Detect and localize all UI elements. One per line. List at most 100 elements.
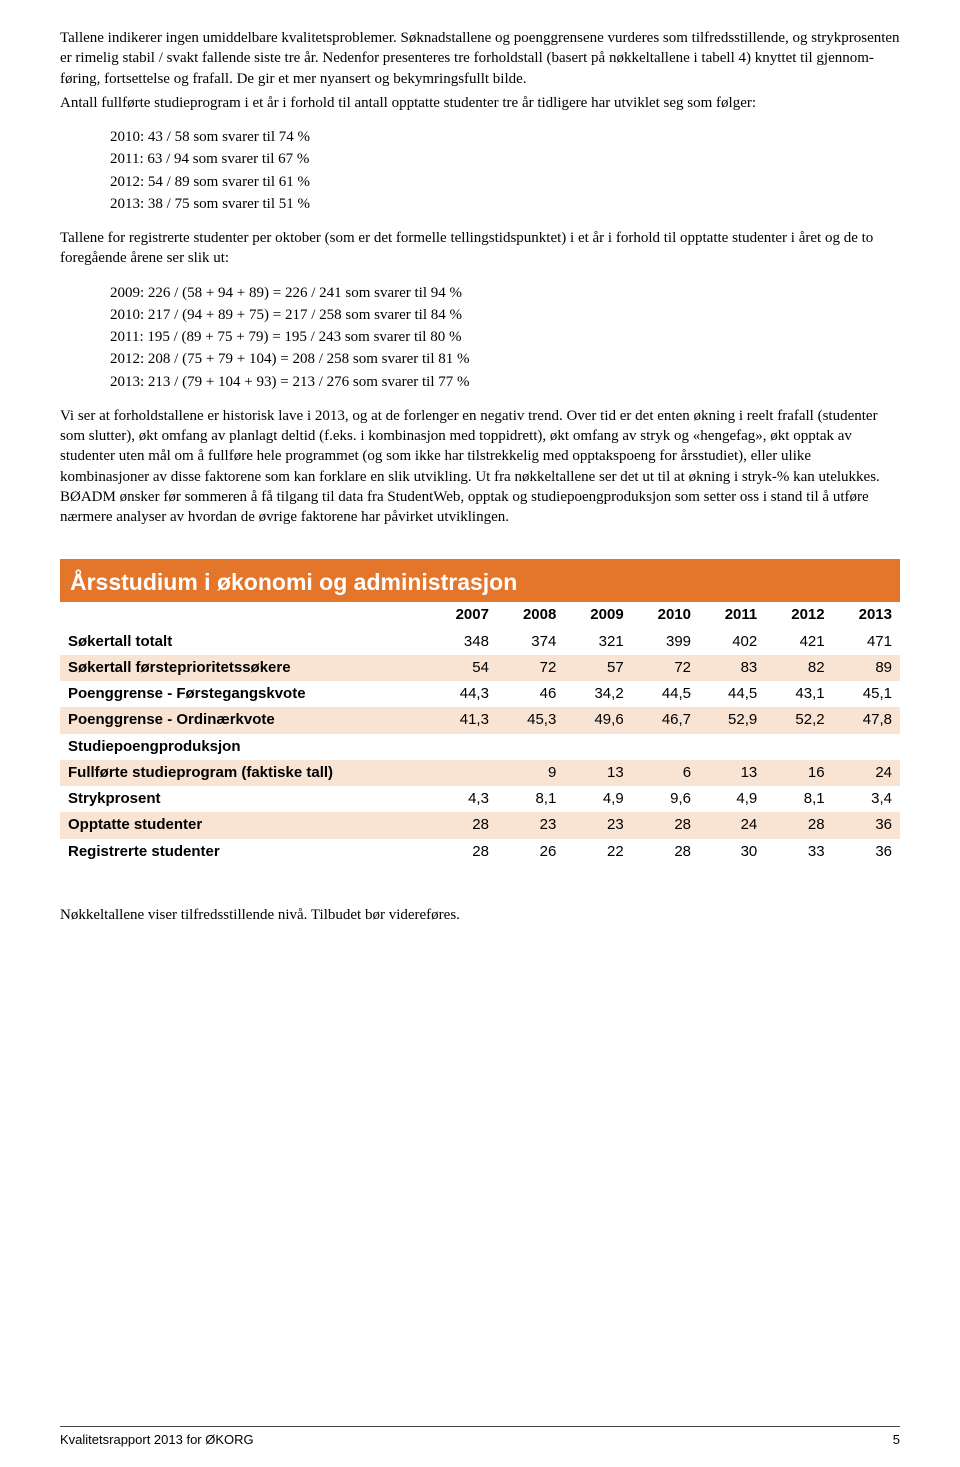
table-cell: 4,3 bbox=[430, 786, 497, 812]
table-cell: 16 bbox=[765, 760, 832, 786]
table-cell: 399 bbox=[632, 629, 699, 655]
list-item: 2009: 226 / (58 + 94 + 89) = 226 / 241 s… bbox=[110, 283, 900, 303]
list-item: 2012: 54 / 89 som svarer til 61 % bbox=[110, 172, 900, 192]
table-cell bbox=[430, 734, 497, 760]
table-cell: 89 bbox=[833, 655, 900, 681]
table-cell bbox=[699, 734, 765, 760]
table-cell: 46,7 bbox=[632, 707, 699, 733]
table-row-label: Søkertall totalt bbox=[60, 629, 430, 655]
ratio-list-2: 2009: 226 / (58 + 94 + 89) = 226 / 241 s… bbox=[110, 283, 900, 392]
table-cell: 28 bbox=[632, 812, 699, 838]
table-cell: 34,2 bbox=[564, 681, 631, 707]
table-cell: 72 bbox=[497, 655, 564, 681]
table-row-label: Fullførte studieprogram (faktiske tall) bbox=[60, 760, 430, 786]
table-cell: 45,1 bbox=[833, 681, 900, 707]
table-row: Studiepoengproduksjon bbox=[60, 734, 900, 760]
page-footer: Kvalitetsrapport 2013 for ØKORG 5 bbox=[60, 1426, 900, 1449]
table-cell: 374 bbox=[497, 629, 564, 655]
table-row-label: Registrerte studenter bbox=[60, 839, 430, 865]
conclusion-paragraph: Nøkkeltallene viser tilfredsstillende ni… bbox=[60, 905, 900, 925]
list-item: 2013: 213 / (79 + 104 + 93) = 213 / 276 … bbox=[110, 372, 900, 392]
table-row: Søkertall førsteprioritetssøkere54725772… bbox=[60, 655, 900, 681]
intro-paragraph-1: Tallene indikerer ingen umiddelbare kval… bbox=[60, 28, 900, 89]
table-cell: 28 bbox=[430, 812, 497, 838]
table-header-year: 2010 bbox=[632, 602, 699, 628]
footer-left: Kvalitetsrapport 2013 for ØKORG bbox=[60, 1431, 254, 1449]
list-item: 2010: 217 / (94 + 89 + 75) = 217 / 258 s… bbox=[110, 305, 900, 325]
table-cell: 36 bbox=[833, 812, 900, 838]
table-cell: 52,9 bbox=[699, 707, 765, 733]
table-cell: 47,8 bbox=[833, 707, 900, 733]
table-header-year: 2008 bbox=[497, 602, 564, 628]
table-cell: 36 bbox=[833, 839, 900, 865]
table-cell: 44,3 bbox=[430, 681, 497, 707]
table-cell: 8,1 bbox=[497, 786, 564, 812]
ratio-list-1: 2010: 43 / 58 som svarer til 74 % 2011: … bbox=[110, 127, 900, 214]
table-header-year: 2009 bbox=[564, 602, 631, 628]
table-cell: 22 bbox=[564, 839, 631, 865]
table-cell: 4,9 bbox=[564, 786, 631, 812]
table-cell: 9,6 bbox=[632, 786, 699, 812]
table-cell: 83 bbox=[699, 655, 765, 681]
table-cell: 23 bbox=[564, 812, 631, 838]
table-cell: 44,5 bbox=[632, 681, 699, 707]
table-cell: 3,4 bbox=[833, 786, 900, 812]
table-cell: 28 bbox=[632, 839, 699, 865]
table-cell: 33 bbox=[765, 839, 832, 865]
table-cell: 43,1 bbox=[765, 681, 832, 707]
list-item: 2011: 63 / 94 som svarer til 67 % bbox=[110, 149, 900, 169]
table-cell bbox=[497, 734, 564, 760]
table-row: Opptatte studenter28232328242836 bbox=[60, 812, 900, 838]
table-row-label: Søkertall førsteprioritetssøkere bbox=[60, 655, 430, 681]
table-row-label: Strykprosent bbox=[60, 786, 430, 812]
table-cell: 41,3 bbox=[430, 707, 497, 733]
table-cell: 26 bbox=[497, 839, 564, 865]
table-cell bbox=[564, 734, 631, 760]
list-item: 2013: 38 / 75 som svarer til 51 % bbox=[110, 194, 900, 214]
table-row: Søkertall totalt348374321399402421471 bbox=[60, 629, 900, 655]
table-cell bbox=[833, 734, 900, 760]
footer-page-number: 5 bbox=[893, 1431, 900, 1449]
table-row: Strykprosent4,38,14,99,64,98,13,4 bbox=[60, 786, 900, 812]
table-title: Årsstudium i økonomi og administrasjon bbox=[60, 559, 900, 602]
table-cell: 82 bbox=[765, 655, 832, 681]
table-cell: 13 bbox=[564, 760, 631, 786]
intro-paragraph-2: Antall fullførte studieprogram i et år i… bbox=[60, 93, 900, 113]
table-cell: 24 bbox=[833, 760, 900, 786]
table-header-blank bbox=[60, 602, 430, 628]
table-cell bbox=[430, 760, 497, 786]
table-cell: 23 bbox=[497, 812, 564, 838]
table-row-label: Studiepoengproduksjon bbox=[60, 734, 430, 760]
table-cell: 348 bbox=[430, 629, 497, 655]
table-cell: 421 bbox=[765, 629, 832, 655]
table-cell: 4,9 bbox=[699, 786, 765, 812]
table-row-label: Poenggrense - Ordinærkvote bbox=[60, 707, 430, 733]
table-cell: 49,6 bbox=[564, 707, 631, 733]
table-cell: 72 bbox=[632, 655, 699, 681]
analysis-paragraph: Vi ser at forholdstallene er historisk l… bbox=[60, 406, 900, 528]
table-cell: 402 bbox=[699, 629, 765, 655]
table-header-year: 2012 bbox=[765, 602, 832, 628]
table-row: Fullførte studieprogram (faktiske tall) 9… bbox=[60, 760, 900, 786]
table-header-year: 2007 bbox=[430, 602, 497, 628]
table-cell: 52,2 bbox=[765, 707, 832, 733]
table-row-label: Poenggrense - Førstegangskvote bbox=[60, 681, 430, 707]
table-cell: 28 bbox=[765, 812, 832, 838]
table-cell: 24 bbox=[699, 812, 765, 838]
table-cell: 46 bbox=[497, 681, 564, 707]
mid-paragraph: Tallene for registrerte studenter per ok… bbox=[60, 228, 900, 269]
table-cell: 6 bbox=[632, 760, 699, 786]
table-row: Poenggrense - Ordinærkvote41,345,349,646… bbox=[60, 707, 900, 733]
table-cell: 9 bbox=[497, 760, 564, 786]
table-cell: 54 bbox=[430, 655, 497, 681]
table-row: Poenggrense - Førstegangskvote44,34634,2… bbox=[60, 681, 900, 707]
table-cell: 45,3 bbox=[497, 707, 564, 733]
table-cell bbox=[765, 734, 832, 760]
table-row-label: Opptatte studenter bbox=[60, 812, 430, 838]
table-cell: 44,5 bbox=[699, 681, 765, 707]
table-cell: 13 bbox=[699, 760, 765, 786]
table-cell: 30 bbox=[699, 839, 765, 865]
table-cell: 321 bbox=[564, 629, 631, 655]
table-cell: 8,1 bbox=[765, 786, 832, 812]
table-cell bbox=[632, 734, 699, 760]
